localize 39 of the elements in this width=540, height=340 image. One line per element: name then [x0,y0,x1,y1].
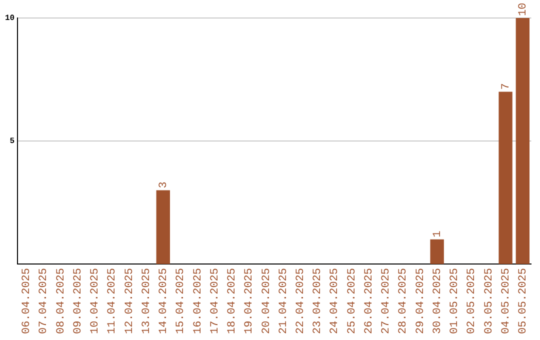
x-tick-label: 18.04.2025 [226,268,239,334]
x-tick-label: 27.04.2025 [380,268,393,334]
bar [498,92,512,264]
x-tick-label: 29.04.2025 [414,268,427,334]
x-tick-label: 20.04.2025 [260,268,273,334]
x-tick-label: 01.05.2025 [449,268,462,334]
x-tick-label: 05.05.2025 [518,268,530,334]
x-tick-label: 02.05.2025 [466,268,478,334]
data-label: 7 [500,83,512,90]
x-tick-label: 26.04.2025 [363,268,376,334]
bar [430,239,444,264]
x-tick-label: 08.04.2025 [55,268,68,334]
x-tick-label: 07.04.2025 [38,268,50,334]
x-tick-label: 10.04.2025 [90,268,102,334]
x-tick-label: 15.04.2025 [175,268,188,334]
x-tick-label: 22.04.2025 [295,268,307,334]
x-tick-label: 25.04.2025 [346,268,358,334]
x-tick-label: 14.04.2025 [158,268,170,334]
bar [516,18,530,264]
x-tick-label: 09.04.2025 [72,268,84,334]
x-tick-label: 04.05.2025 [500,268,512,334]
x-tick-label: 11.04.2025 [106,268,119,334]
data-label: 1 [432,230,444,238]
x-tick-label: 03.05.2025 [483,268,496,334]
y-tick-label: 5 [10,137,15,146]
x-tick-label: 13.04.2025 [140,268,153,334]
x-tick-label: 21.04.2025 [278,268,290,334]
x-tick-label: 28.04.2025 [398,268,410,334]
x-tick-label: 16.04.2025 [192,268,204,334]
x-tick-label: 30.04.2025 [432,268,444,334]
x-tick-label: 06.04.2025 [21,268,34,334]
bar [156,190,170,264]
x-tick-label: 17.04.2025 [209,268,222,334]
data-label: 3 [158,182,170,188]
x-tick-label: 19.04.2025 [244,268,256,334]
x-tick-label: 12.04.2025 [124,268,136,334]
x-tick-label: 24.04.2025 [329,268,342,334]
data-label: 10 [518,2,530,16]
x-tick-label: 23.04.2025 [312,268,324,334]
